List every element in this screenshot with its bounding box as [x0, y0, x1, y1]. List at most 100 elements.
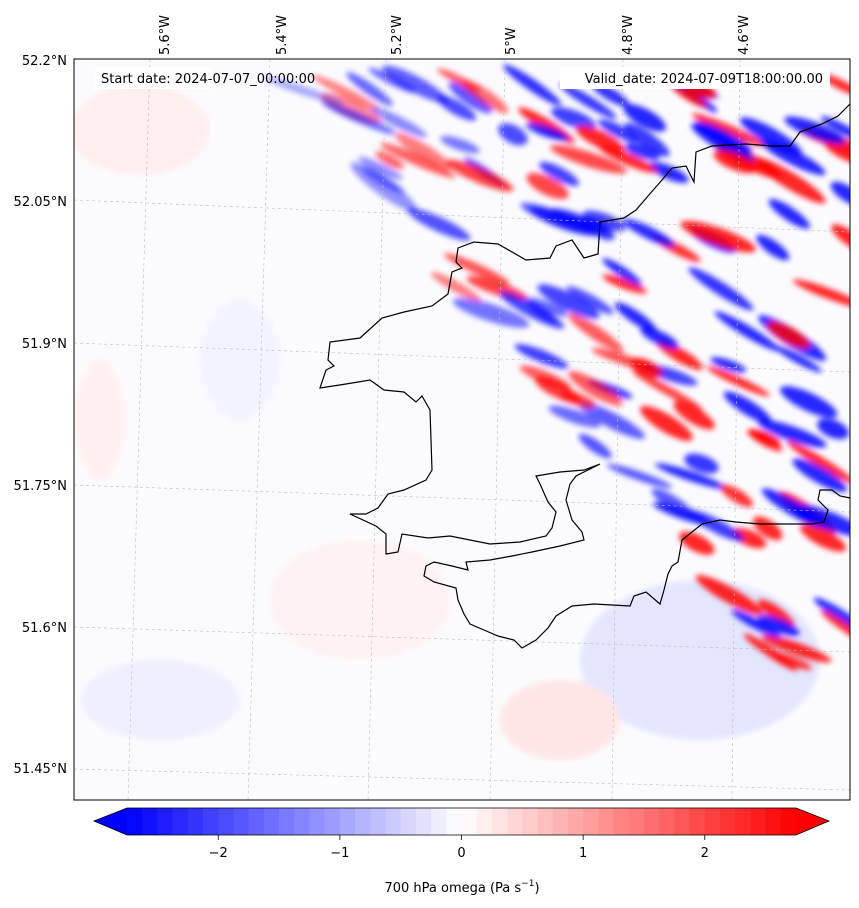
descent-band	[792, 458, 848, 493]
descent-band	[528, 302, 557, 324]
lat-tick-label: 51.6°N	[22, 621, 67, 636]
ascent-band	[632, 370, 703, 411]
colorbar: −2 −1 0 1 2 700 hPa omega (Pa s−1)	[92, 807, 831, 896]
ascent-band	[640, 405, 693, 441]
colorbar-cell	[765, 808, 782, 835]
colorbar-cells	[127, 808, 797, 835]
descent-band	[264, 77, 345, 105]
colorbar-cell	[127, 808, 143, 835]
descent-band	[614, 302, 657, 333]
ascent-band	[673, 401, 715, 430]
colorbar-cell	[248, 808, 265, 835]
colorbar-extend-low	[94, 808, 127, 835]
colorbar-cell	[689, 808, 706, 835]
colorbar-tick-label: −1	[330, 846, 349, 861]
descent-band	[371, 107, 427, 138]
descent-band	[514, 344, 569, 369]
lon-tick-label: 5°W	[504, 27, 519, 55]
lat-tick-label: 51.45°N	[14, 762, 67, 777]
colorbar-tick-label: 1	[579, 846, 587, 861]
colorbar-cell	[172, 808, 189, 835]
descent-band	[525, 122, 569, 141]
colorbar-tick-label: −2	[209, 846, 228, 861]
colorbar-cell	[279, 808, 295, 835]
ascent-band	[800, 524, 847, 552]
descent-band	[758, 614, 800, 637]
descent-band	[640, 327, 679, 349]
colorbar-cell	[613, 808, 630, 835]
colorbar-cell	[446, 808, 463, 835]
colorbar-cell	[218, 808, 235, 835]
ascent-band	[671, 84, 708, 108]
descent-band	[539, 161, 579, 186]
descent-band	[624, 122, 670, 157]
omega-wave-bands	[264, 64, 850, 672]
ascent-band	[437, 68, 481, 92]
descent-band	[684, 453, 719, 474]
descent-band	[321, 101, 397, 135]
valid-date-box: Valid_date: 2024-07-09T18:00:00.00	[560, 67, 830, 89]
descent-band	[761, 139, 826, 176]
ascent-band	[820, 610, 850, 649]
map-panel: Start date: 2024-07-07_00:00:00 Valid_da…	[73, 58, 851, 801]
lon-tick-label: 5.6°W	[158, 15, 173, 55]
ascent-band	[550, 145, 627, 174]
lon-tick-label: 5.4°W	[275, 15, 290, 55]
colorbar-cell	[324, 808, 341, 835]
latitude-ticks: 52.2°N 52.05°N 51.9°N 51.75°N 51.6°N 51.…	[14, 54, 67, 777]
descent-band	[813, 597, 850, 635]
ascent-band	[444, 253, 510, 285]
descent-band	[655, 463, 727, 490]
descent-band	[498, 123, 528, 146]
ascent-band	[602, 274, 647, 294]
lat-tick-label: 51.75°N	[14, 479, 67, 494]
descent-band	[774, 345, 822, 373]
longitude-ticks: 5.6°W 5.4°W 5.2°W 5°W 4.8°W 4.6°W	[158, 15, 752, 55]
descent-band	[580, 217, 615, 241]
ascent-band	[445, 159, 514, 192]
colorbar-cell	[674, 808, 691, 835]
ascent-band	[576, 125, 625, 153]
ascent-band	[656, 340, 703, 370]
ascent-band	[761, 635, 832, 663]
descent-band	[578, 433, 612, 459]
ascent-band	[311, 74, 380, 111]
ascent-band	[747, 429, 781, 446]
coastline	[319, 103, 851, 649]
descent-band	[622, 218, 675, 247]
descent-band	[559, 83, 617, 119]
ascent-band	[757, 599, 795, 628]
descent-band	[525, 297, 568, 317]
colorbar-cell	[719, 808, 736, 835]
descent-band	[350, 162, 417, 212]
colorbar-cell	[750, 808, 767, 835]
descent-band	[723, 391, 772, 424]
ascent-band	[731, 527, 767, 549]
ascent-band	[680, 220, 756, 253]
descent-band	[407, 208, 471, 241]
colorbar-extend-high	[796, 808, 829, 835]
ascent-band	[568, 371, 623, 406]
descent-band	[382, 65, 448, 103]
colorbar-cell	[294, 808, 311, 835]
descent-band	[784, 116, 846, 144]
colorbar-cell	[415, 808, 432, 835]
ascent-band	[706, 366, 770, 397]
descent-band	[358, 157, 403, 180]
ascent-band	[534, 376, 581, 404]
descent-band	[714, 311, 780, 352]
ascent-band	[695, 574, 763, 616]
descent-band	[691, 123, 754, 163]
map-frame	[73, 58, 851, 801]
descent-band	[623, 104, 666, 132]
ascent-band	[375, 151, 404, 170]
descent-band	[537, 284, 600, 319]
ascent-band	[713, 149, 758, 174]
colorbar-cell	[507, 808, 523, 835]
ascent-band	[786, 440, 850, 484]
colorbar-cell	[583, 808, 599, 835]
ascent-band	[831, 224, 850, 254]
start-date-label: Start date: 2024-07-07_00:00:00	[101, 72, 315, 87]
ascent-band	[430, 272, 482, 302]
